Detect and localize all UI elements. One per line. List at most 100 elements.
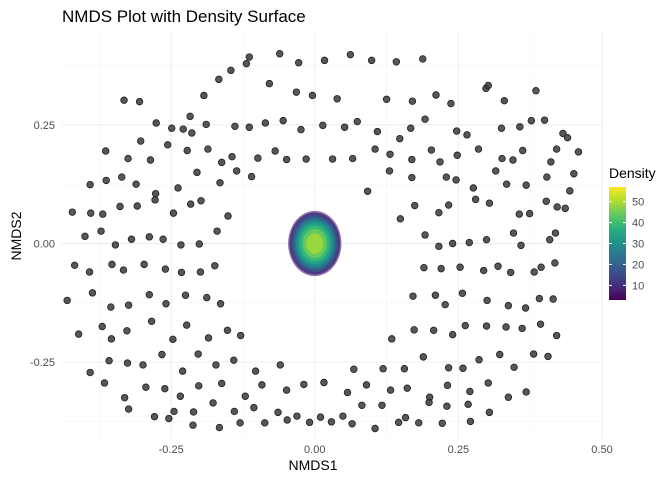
data-point	[561, 204, 569, 213]
data-point	[177, 268, 186, 277]
data-point	[232, 167, 241, 175]
data-point	[333, 95, 341, 103]
data-point	[242, 59, 251, 68]
data-point	[465, 238, 473, 247]
data-point	[108, 260, 116, 269]
data-point	[99, 210, 107, 218]
data-point	[218, 158, 226, 167]
legend-tick-label: 50	[632, 197, 644, 209]
data-point	[459, 364, 467, 372]
data-point	[485, 199, 494, 207]
data-point	[350, 365, 358, 373]
data-point	[250, 403, 258, 412]
data-point	[348, 420, 356, 428]
legend-title: Density	[609, 165, 656, 181]
data-point	[509, 156, 517, 164]
data-point	[437, 264, 445, 273]
data-point	[566, 187, 574, 195]
data-point	[245, 53, 253, 61]
data-point	[254, 154, 262, 162]
density-surface	[288, 210, 342, 277]
data-point	[100, 379, 109, 387]
x-tick-label: 0.00	[304, 444, 325, 456]
data-point	[124, 301, 133, 309]
data-point	[212, 361, 220, 369]
data-point	[431, 291, 440, 299]
legend-tick-label: 10	[632, 280, 644, 292]
data-point	[529, 350, 538, 358]
data-point	[504, 301, 513, 310]
legend-ticks: 10 20 30 40 50	[609, 197, 644, 292]
data-point	[517, 241, 525, 250]
data-point	[443, 381, 452, 390]
data-point	[145, 291, 154, 299]
data-point	[519, 146, 527, 155]
data-point	[474, 145, 483, 153]
data-point	[140, 260, 148, 269]
data-point	[81, 232, 89, 241]
data-point	[194, 350, 202, 358]
data-point	[300, 380, 308, 389]
data-point	[276, 50, 284, 58]
data-point	[343, 388, 352, 397]
data-point	[492, 167, 500, 175]
data-point	[63, 296, 71, 305]
data-point	[169, 335, 177, 344]
data-point	[142, 383, 150, 391]
data-point	[461, 321, 469, 330]
data-point	[245, 123, 253, 131]
data-point	[139, 361, 147, 369]
data-point	[292, 88, 301, 96]
data-point	[552, 331, 561, 340]
data-point	[197, 197, 205, 205]
data-point	[436, 158, 444, 166]
data-point	[224, 212, 232, 220]
data-point	[408, 97, 417, 105]
data-point	[362, 381, 371, 389]
data-point	[530, 268, 538, 276]
data-point	[107, 335, 116, 343]
data-point	[101, 147, 110, 155]
data-point	[231, 122, 239, 131]
data-point	[419, 353, 428, 361]
data-point	[371, 424, 379, 433]
data-point	[162, 300, 170, 308]
data-point	[553, 203, 561, 211]
data-point	[502, 323, 510, 331]
data-point	[74, 330, 83, 338]
data-point	[452, 176, 460, 184]
data-point	[563, 133, 572, 142]
data-point	[151, 189, 160, 198]
data-point	[400, 365, 409, 373]
data-point	[466, 387, 474, 396]
data-point	[161, 265, 170, 273]
data-point	[247, 172, 256, 181]
legend-tick-label: 40	[632, 218, 644, 230]
data-point	[293, 412, 301, 420]
data-point	[385, 167, 394, 175]
data-point	[302, 155, 310, 163]
data-point	[469, 184, 478, 192]
data-point	[535, 294, 544, 303]
data-point	[150, 412, 159, 421]
data-point	[189, 421, 197, 429]
grid-lines	[62, 30, 603, 438]
data-point	[98, 322, 106, 331]
data-point	[441, 300, 449, 309]
data-point	[316, 413, 325, 421]
data-point	[458, 289, 467, 298]
data-point	[432, 91, 440, 99]
data-point	[427, 146, 436, 154]
data-point	[124, 154, 132, 163]
data-point	[496, 350, 504, 359]
data-point	[279, 116, 287, 125]
data-point	[179, 125, 187, 133]
data-point	[261, 119, 270, 127]
data-point	[204, 334, 213, 342]
x-axis-ticks: -0.25 0.00 0.25 0.50	[159, 444, 613, 456]
x-axis-title: NMDS1	[288, 457, 337, 473]
data-point	[196, 268, 205, 276]
data-point	[320, 378, 328, 387]
y-tick-label: -0.25	[30, 357, 55, 369]
